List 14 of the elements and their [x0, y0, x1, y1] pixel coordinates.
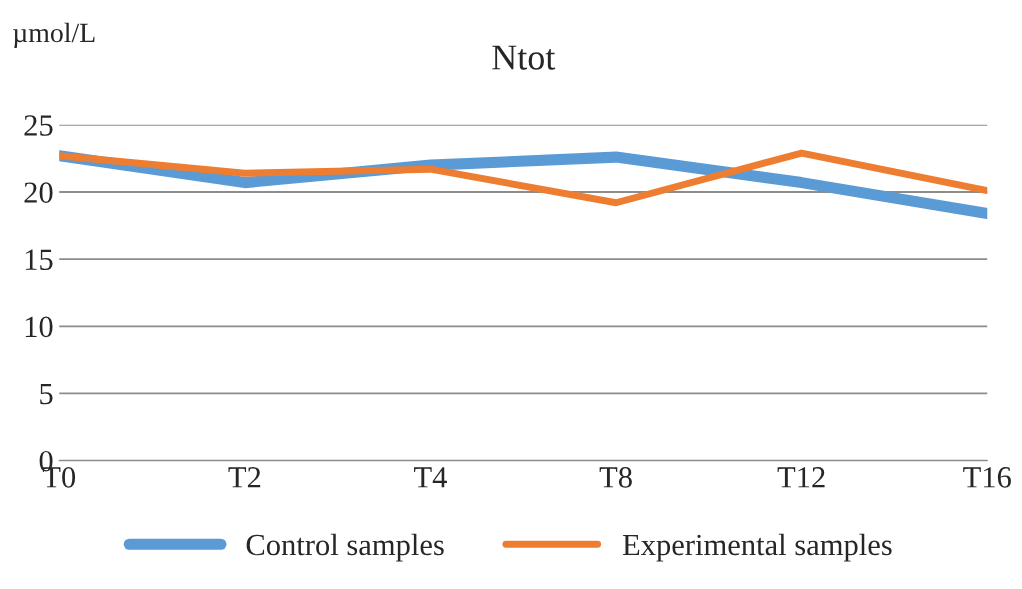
legend-label: Experimental samples: [622, 533, 892, 562]
chart-title: Ntot: [492, 45, 556, 70]
x-tick-label: T12: [777, 467, 825, 488]
y-tick-label: 25: [24, 115, 53, 136]
x-tick-label: T2: [228, 467, 261, 488]
x-tick-label: T16: [963, 467, 1011, 488]
y-tick-label: 15: [25, 249, 53, 271]
y-tick-label: 20: [24, 182, 53, 203]
y-axis-title: µmol/L: [13, 22, 95, 48]
y-tick-label: 10: [25, 316, 53, 338]
legend-label: Control samples: [246, 533, 444, 562]
y-tick-label: 5: [40, 384, 53, 405]
x-tick-label: T8: [599, 467, 632, 488]
x-tick-label: T4: [414, 467, 447, 488]
